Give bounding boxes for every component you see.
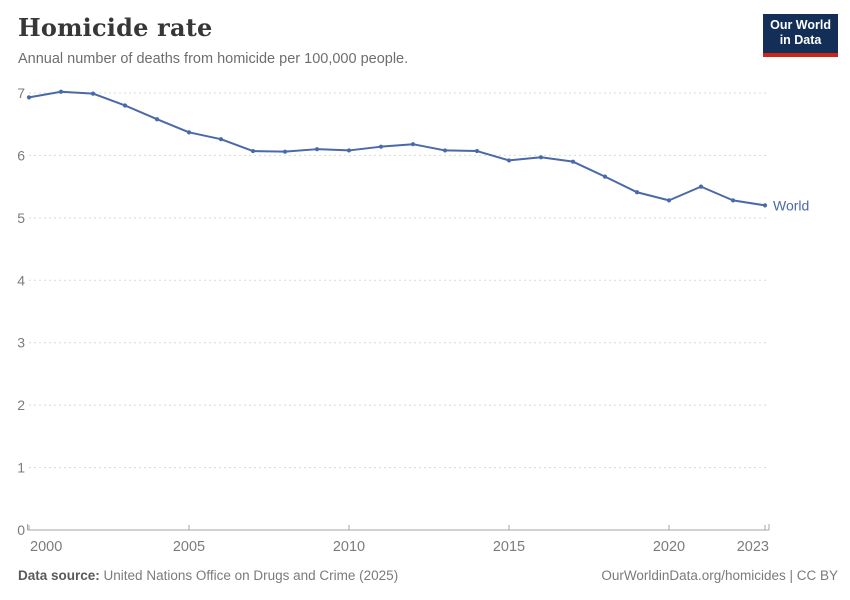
x-tick-label: 2000 bbox=[30, 539, 62, 555]
data-point bbox=[282, 149, 288, 154]
y-tick-label: 5 bbox=[17, 210, 25, 226]
y-tick-label: 6 bbox=[17, 147, 25, 163]
data-point bbox=[762, 203, 768, 208]
y-tick-label: 4 bbox=[17, 272, 25, 288]
y-tick-label: 3 bbox=[17, 335, 25, 351]
page-subtitle: Annual number of deaths from homicide pe… bbox=[18, 51, 409, 67]
data-source: Data source: United Nations Office on Dr… bbox=[18, 568, 398, 583]
data-point bbox=[602, 174, 608, 179]
data-point bbox=[218, 137, 224, 142]
data-point bbox=[186, 130, 192, 135]
owid-logo-line1: Our World bbox=[770, 18, 831, 32]
data-point bbox=[378, 144, 384, 149]
data-point bbox=[634, 190, 640, 195]
series-world: World bbox=[26, 89, 809, 213]
data-point bbox=[698, 184, 704, 189]
data-point bbox=[90, 91, 96, 96]
x-tick-label: 2020 bbox=[653, 539, 685, 555]
x-tick-label: 2023 bbox=[737, 539, 769, 555]
credit-link[interactable]: OurWorldinData.org/homicides | CC BY bbox=[601, 568, 838, 583]
gridlines bbox=[29, 92, 769, 469]
data-point bbox=[26, 95, 32, 100]
data-point bbox=[506, 158, 512, 163]
data-point bbox=[58, 89, 64, 94]
series-line bbox=[28, 90, 766, 207]
chart-footer: Data source: United Nations Office on Dr… bbox=[18, 568, 838, 583]
x-axis bbox=[27, 524, 770, 531]
data-point bbox=[250, 148, 256, 154]
x-tick-label: 2005 bbox=[173, 539, 205, 555]
data-point bbox=[442, 148, 448, 153]
x-axis-labels: 2000 2005 2010 2015 2020 2023 bbox=[30, 539, 769, 555]
data-point bbox=[730, 198, 736, 203]
owid-logo: Our World in Data bbox=[763, 14, 838, 57]
data-point bbox=[538, 155, 544, 160]
data-point bbox=[154, 117, 160, 122]
x-tick-label: 2015 bbox=[493, 539, 525, 555]
page-title: Homicide rate bbox=[18, 13, 213, 42]
series-end-label: World bbox=[773, 197, 809, 213]
data-source-label: Data source: bbox=[18, 568, 100, 583]
y-tick-label: 1 bbox=[17, 460, 25, 476]
data-source-text: United Nations Office on Drugs and Crime… bbox=[103, 568, 399, 583]
data-point bbox=[314, 147, 320, 152]
y-tick-label: 2 bbox=[17, 397, 25, 413]
y-tick-label: 7 bbox=[17, 85, 25, 101]
data-point bbox=[346, 148, 352, 153]
data-point bbox=[122, 103, 128, 108]
data-point bbox=[410, 142, 416, 147]
data-point bbox=[666, 198, 672, 203]
x-tick-label: 2010 bbox=[333, 539, 365, 555]
data-point bbox=[570, 159, 576, 164]
y-tick-label: 0 bbox=[17, 522, 25, 538]
data-point bbox=[474, 148, 480, 154]
y-axis-labels: 0 1 2 3 4 5 6 7 bbox=[17, 85, 25, 538]
owid-logo-line2: in Data bbox=[779, 33, 822, 48]
